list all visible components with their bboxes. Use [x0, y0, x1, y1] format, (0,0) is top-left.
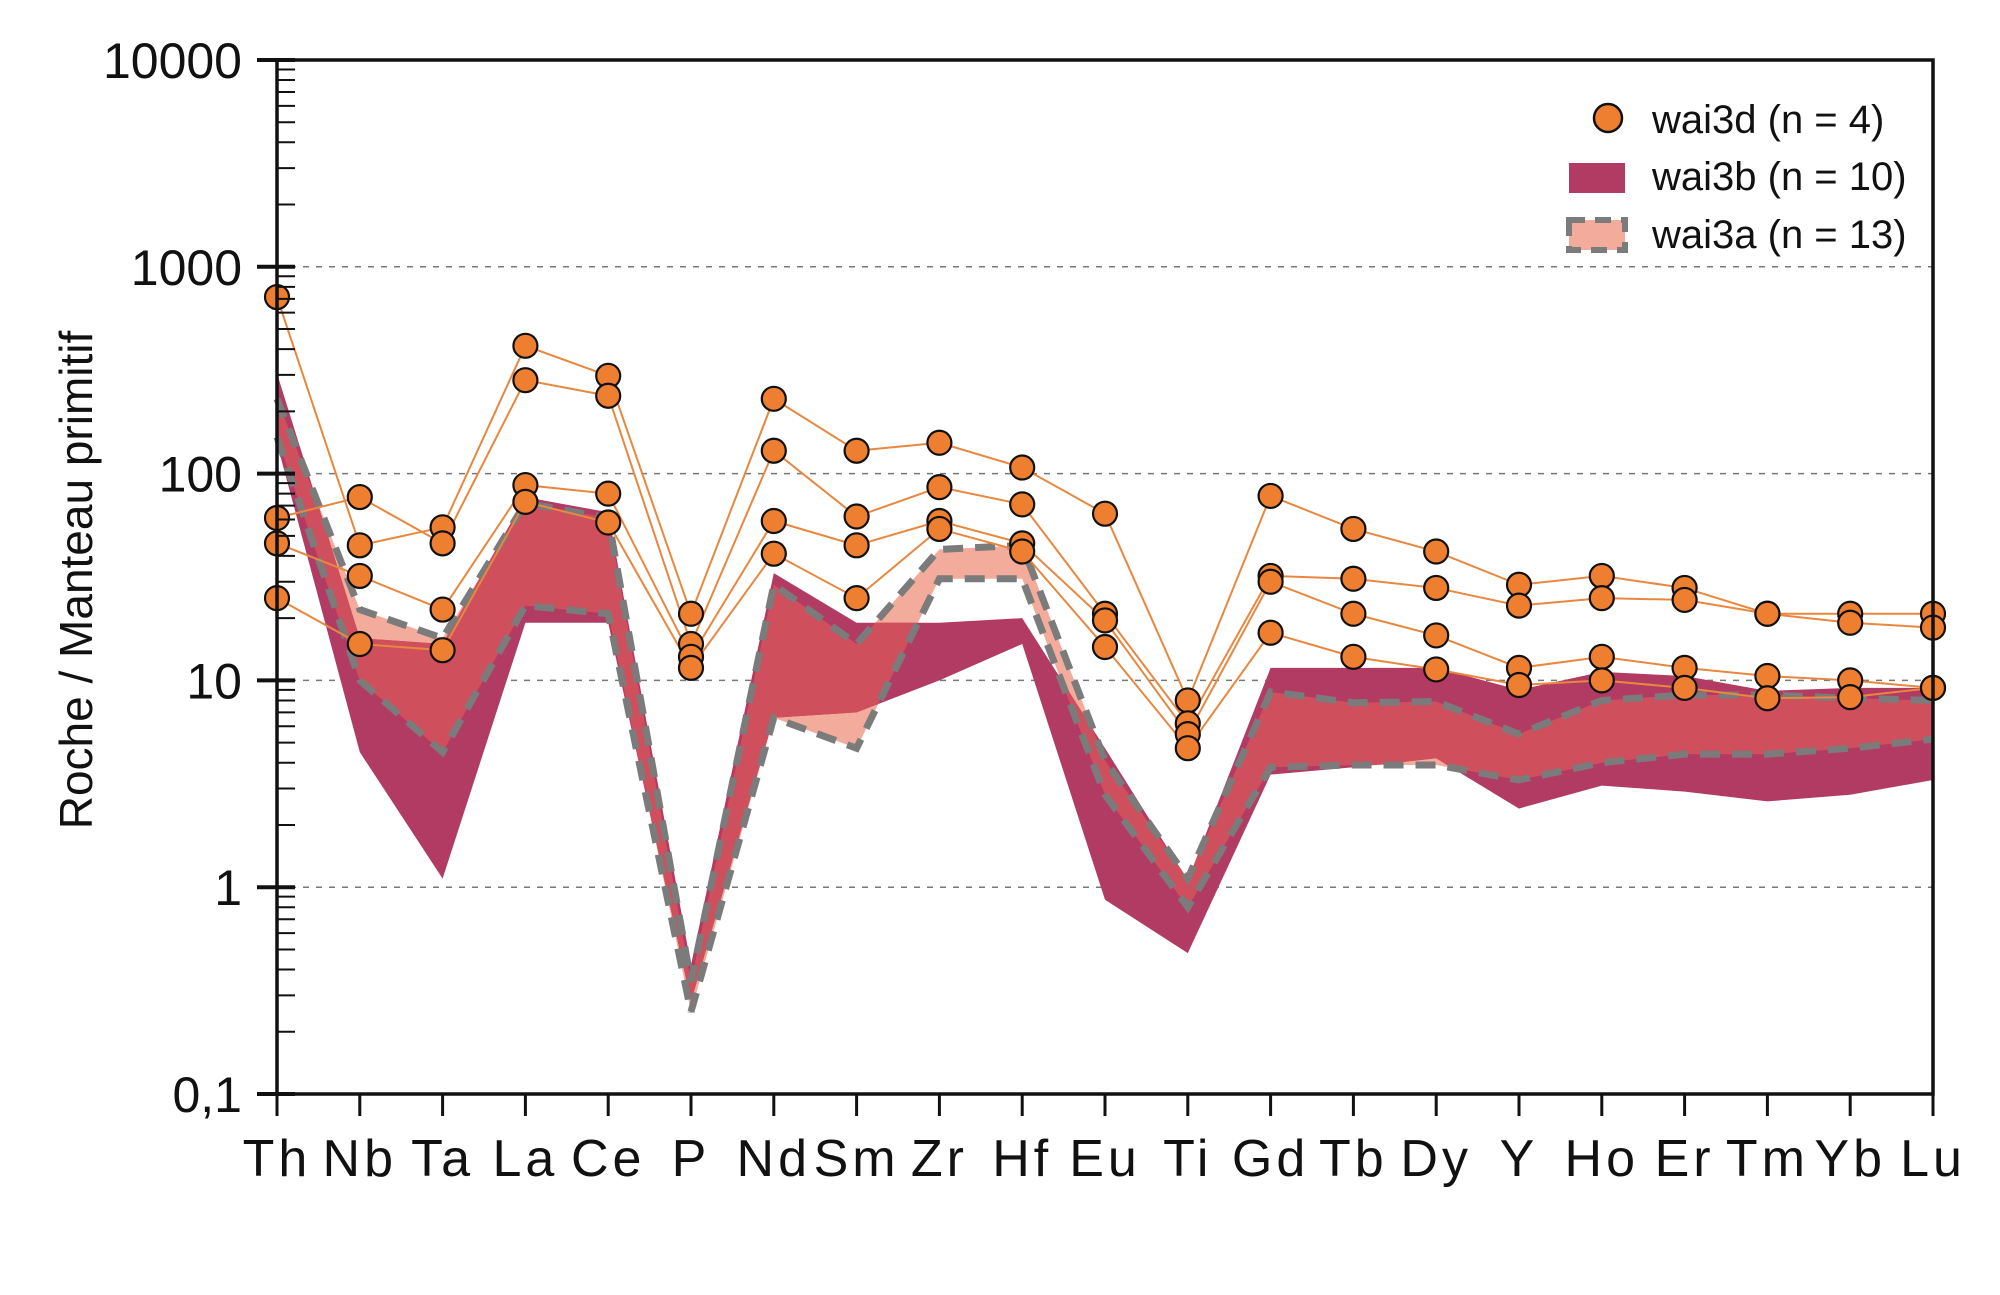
- data-point-s4-Gd: [1257, 619, 1284, 646]
- data-point-s4-Ta: [429, 637, 456, 664]
- x-tick-label-Eu: Eu: [1069, 1130, 1141, 1188]
- data-point-s3-Dy: [1423, 622, 1450, 649]
- data-point-s4-Er: [1671, 674, 1698, 701]
- data-point-s2-Tm: [1754, 600, 1781, 627]
- data-point-s3-Tm: [1754, 662, 1781, 690]
- x-tick-label-Zr: Zr: [911, 1130, 968, 1188]
- x-tick-label-Ti: Ti: [1163, 1130, 1212, 1188]
- axes: [257, 58, 1935, 1116]
- data-point-s2-Nd: [760, 437, 787, 464]
- data-point-s3-Ta: [429, 596, 456, 623]
- x-tick-label-Y: Y: [1500, 1130, 1539, 1188]
- data-point-s1-Ho: [1588, 562, 1615, 590]
- x-tick-label-Hf: Hf: [992, 1130, 1052, 1188]
- data-point-s3-Nb: [346, 562, 373, 590]
- data-point-s1-Gd: [1257, 482, 1284, 510]
- data-point-s4-Tm: [1754, 685, 1781, 712]
- band-wai3a-upper-edge: [273, 397, 1934, 983]
- data-point-s1-Ti: [1174, 687, 1201, 714]
- data-point-s4-Y: [1505, 671, 1533, 699]
- x-tick-label-Dy: Dy: [1400, 1130, 1472, 1188]
- x-tick-label-Ho: Ho: [1565, 1130, 1639, 1188]
- data-point-s3-Gd: [1257, 568, 1284, 595]
- data-point-s4-Zr: [926, 515, 953, 543]
- x-tick-label-Sm: Sm: [814, 1130, 900, 1188]
- data-point-s1-Hf: [1009, 454, 1036, 481]
- data-point-s2-Sm: [843, 503, 870, 530]
- data-point-s3-Nd: [760, 507, 787, 535]
- x-tick-label-Ce: Ce: [571, 1130, 645, 1188]
- y-tick-label-100: 100: [159, 447, 242, 503]
- data-point-s4-Nb: [346, 630, 373, 658]
- y-tick-label-0,1: 0,1: [172, 1067, 242, 1123]
- data-point-s3-Tb: [1340, 600, 1367, 627]
- data-point-s4-Nd: [760, 540, 787, 567]
- x-tick-label-Nd: Nd: [737, 1130, 811, 1188]
- y-tick-label-1: 1: [214, 860, 242, 916]
- data-point-s1-Nd: [760, 385, 787, 412]
- x-tick-label-Er: Er: [1655, 1130, 1715, 1188]
- data-point-s3-Sm: [843, 532, 870, 559]
- data-point-s2-La: [512, 367, 539, 394]
- data-point-s1-Zr: [926, 429, 953, 456]
- y-tick-label-10000: 10000: [103, 33, 242, 89]
- data-point-s1-Dy: [1423, 538, 1450, 565]
- y-tick-labels: 10000 1000 100 10 1 0,1: [103, 33, 242, 1123]
- data-point-s2-Ce: [595, 382, 622, 409]
- x-tick-label-La: La: [492, 1130, 558, 1188]
- data-point-s4-Ce: [595, 509, 622, 536]
- legend-marker-wai3d: [1592, 102, 1624, 134]
- x-tick-label-Gd: Gd: [1232, 1130, 1309, 1188]
- data-point-s3-Eu: [1091, 607, 1119, 634]
- legend-label-wai3a: wai3a (n = 13): [1651, 213, 1907, 257]
- legend-swatch-wai3a: [1566, 217, 1628, 253]
- data-point-s2-Ho: [1588, 585, 1615, 612]
- data-point-s2-Nb: [346, 483, 373, 511]
- data-point-s1-P: [677, 600, 705, 627]
- x-tick-label-Yb: Yb: [1814, 1130, 1886, 1188]
- y-axis-title: Roche / Manteau primitif: [50, 331, 102, 830]
- data-point-s4-Ti: [1174, 735, 1201, 762]
- data-point-s4-P: [677, 654, 705, 681]
- data-point-s4-Hf: [1009, 538, 1036, 565]
- data-point-s2-Tb: [1340, 565, 1367, 592]
- legend-label-wai3d: wai3d (n = 4): [1651, 98, 1884, 142]
- data-point-s4-Tb: [1340, 643, 1367, 670]
- data-point-s1-La: [512, 332, 539, 359]
- x-tick-label-Nb: Nb: [323, 1130, 397, 1188]
- data-point-s4-Ho: [1588, 667, 1615, 694]
- data-point-s4-Sm: [843, 585, 870, 612]
- x-tick-label-P: P: [672, 1130, 711, 1188]
- data-point-s2-Er: [1671, 586, 1698, 614]
- data-point-s4-La: [512, 488, 539, 515]
- x-tick-labels: Th Nb Ta La Ce P Nd Sm Zr Hf Eu Ti Gd Tb Dy Y Ho Er Tm Yb Lu: [243, 1130, 1966, 1188]
- data-point-s3-Ho: [1588, 643, 1615, 670]
- x-tick-label-Lu: Lu: [1900, 1130, 1966, 1188]
- data-point-s1-Eu: [1091, 500, 1119, 527]
- data-point-s4-Eu: [1091, 633, 1119, 661]
- x-tick-label-Th: Th: [243, 1130, 312, 1188]
- data-point-s2-Hf: [1009, 491, 1036, 518]
- legend: wai3d (n = 4) wai3b (n = 10) wai3a (n = …: [1566, 98, 1907, 257]
- legend-swatch-wai3b: [1569, 163, 1625, 193]
- data-point-s2-Ta: [429, 530, 456, 557]
- data-point-s3-Ce: [595, 480, 622, 507]
- data-point-s4-Yb: [1837, 684, 1864, 711]
- data-point-s1-Sm: [843, 437, 870, 464]
- data-point-s2-Y: [1505, 592, 1533, 619]
- band-wai3a-lower-edge: [273, 436, 1934, 1013]
- x-tick-label-Tm: Tm: [1726, 1130, 1809, 1188]
- y-tick-label-10: 10: [186, 653, 242, 709]
- data-point-s2-Zr: [926, 474, 953, 501]
- data-point-s2-Yb: [1837, 609, 1864, 636]
- data-point-s2-Dy: [1423, 574, 1450, 602]
- data-point-s1-Tb: [1340, 515, 1367, 543]
- data-point-s4-Dy: [1423, 656, 1450, 683]
- x-tick-label-Tb: Tb: [1319, 1130, 1388, 1188]
- y-tick-label-1000: 1000: [131, 240, 242, 296]
- data-point-s1-Nb: [346, 532, 373, 559]
- x-tick-label-Ta: Ta: [411, 1130, 474, 1188]
- legend-label-wai3b: wai3b (n = 10): [1651, 155, 1907, 199]
